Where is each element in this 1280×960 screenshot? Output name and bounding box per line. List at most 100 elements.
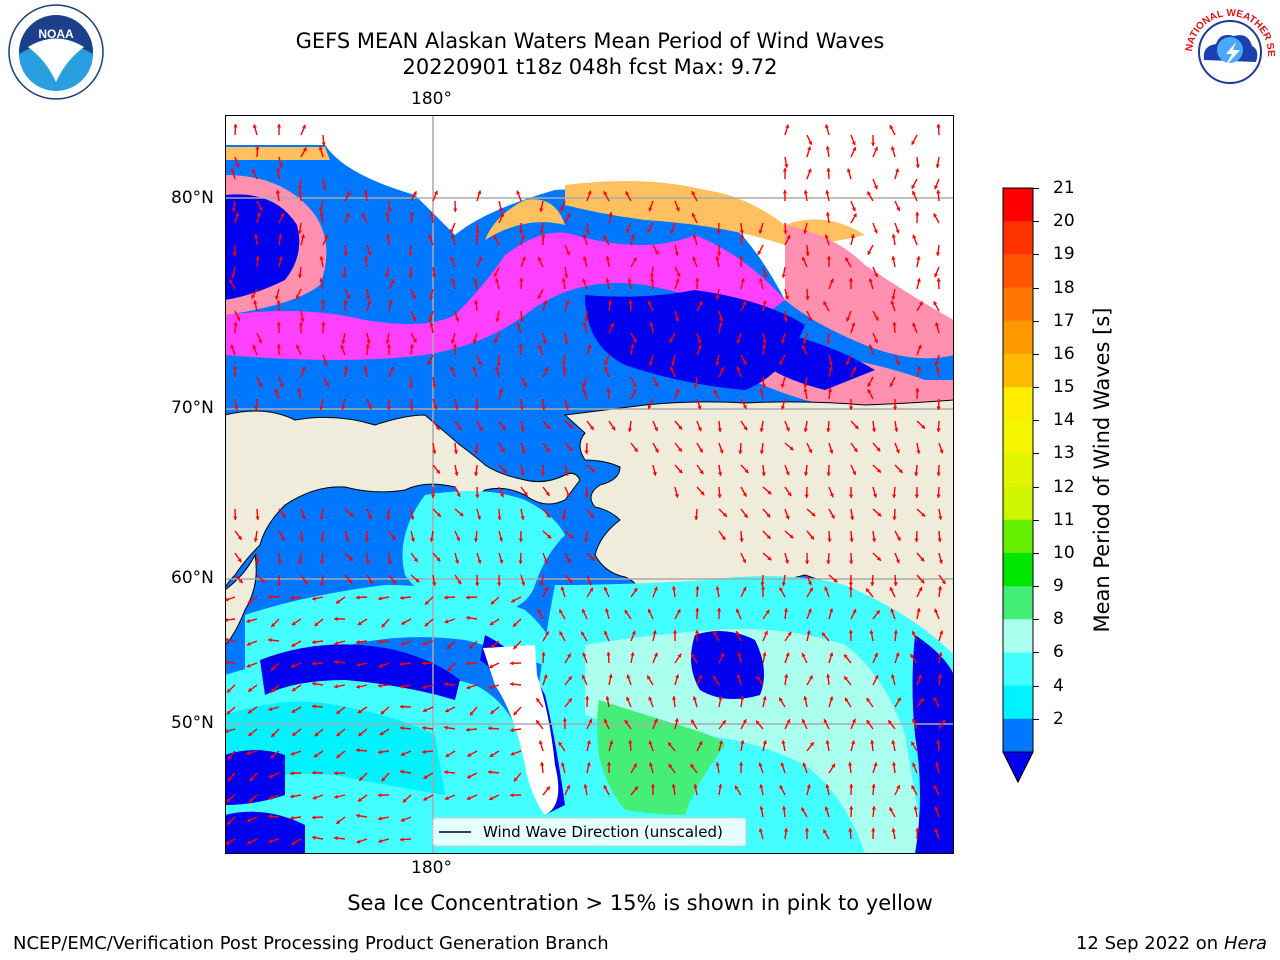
colorbar-swatch	[1003, 254, 1033, 289]
wave-arrow-head	[780, 383, 785, 388]
wave-arrow-head	[236, 316, 241, 321]
max-period-region	[597, 700, 725, 815]
wave-arrow-head	[453, 450, 458, 454]
wave-arrow-head	[254, 234, 259, 238]
wave-arrow-head	[803, 190, 808, 194]
wave-arrow-head	[654, 250, 659, 255]
wave-arrow-head	[298, 322, 304, 326]
wave-arrow-head	[381, 623, 386, 628]
colorbar-tick-label: 18	[1053, 277, 1075, 298]
wave-arrow-head	[432, 450, 437, 454]
wave-arrow-head	[937, 674, 943, 678]
wind-wave-arrows	[225, 123, 946, 846]
wave-arrow-head	[564, 405, 569, 410]
wave-arrow-head	[829, 493, 834, 498]
wave-arrow-head	[938, 652, 943, 656]
wave-arrow-head	[513, 645, 518, 649]
wave-arrow-head	[808, 449, 813, 453]
wave-arrow-head	[510, 728, 514, 733]
wave-arrow-head	[848, 630, 853, 634]
wave-arrow-head	[698, 675, 703, 679]
wave-arrow-head	[539, 208, 544, 212]
wave-arrow-head	[895, 559, 900, 564]
wave-arrow-head	[845, 257, 850, 262]
wave-arrow-head	[633, 588, 638, 592]
wave-arrow-head	[227, 777, 232, 782]
wave-arrow-head	[916, 256, 921, 260]
wave-arrow-head	[291, 643, 296, 647]
wave-arrow-head	[647, 404, 652, 409]
wave-arrow-head	[499, 493, 504, 498]
wave-arrow-head	[345, 537, 350, 542]
wave-arrow-head	[809, 587, 813, 592]
colorbar-tick-mark	[1033, 188, 1039, 189]
wave-arrow-head	[674, 493, 679, 498]
wave-arrow-head	[822, 632, 826, 637]
wave-arrow-head	[780, 405, 785, 410]
map-canvas: Wind Wave Direction (unscaled)	[225, 115, 954, 854]
wave-arrow-head	[545, 447, 550, 452]
colorbar-tick-mark	[1033, 387, 1039, 389]
wave-arrow-head	[513, 711, 518, 716]
wave-arrow-head	[249, 798, 253, 803]
wave-arrow-head	[268, 594, 272, 599]
wave-arrow-head	[298, 274, 303, 278]
wave-arrow-head	[891, 740, 896, 744]
wave-arrow-head	[626, 696, 630, 701]
wave-arrow-head	[301, 515, 306, 520]
wave-arrow-head	[566, 558, 571, 563]
lat-label-80: 80°N	[171, 188, 214, 208]
wave-arrow-head	[280, 213, 285, 218]
wave-arrow-head	[699, 470, 704, 475]
wave-arrow-head	[893, 630, 898, 634]
wave-arrow-head	[889, 125, 894, 130]
wave-arrow-head	[715, 362, 720, 366]
wave-arrow-head	[590, 556, 595, 561]
wave-arrow-head	[276, 300, 281, 304]
wave-arrow-head	[912, 322, 917, 327]
wave-arrow-head	[805, 296, 810, 300]
wave-arrow-head	[587, 581, 592, 586]
wave-arrow-head	[436, 557, 441, 562]
wave-arrow-head	[349, 512, 354, 517]
wave-arrow-head	[759, 388, 764, 392]
wave-arrow-head	[378, 793, 382, 798]
wave-arrow-head	[697, 344, 702, 349]
wave-arrow-head	[743, 426, 748, 431]
wave-arrow-head	[261, 578, 265, 583]
colorbar-tick-label: 13	[1053, 443, 1075, 464]
wave-arrow-head	[605, 696, 610, 700]
wave-arrow-head	[248, 687, 253, 692]
wave-arrow-head	[369, 580, 373, 585]
wave-arrow-head	[246, 641, 251, 646]
wave-arrow-head	[361, 213, 366, 218]
wave-arrow-head	[653, 652, 658, 657]
colorbar-tick-label: 2	[1053, 708, 1064, 729]
wave-arrow-head	[545, 631, 549, 636]
nws-logo: NATIONAL WEATHER SERVICE	[1176, 0, 1280, 106]
wave-arrow-head	[541, 234, 546, 238]
wave-arrow-head	[494, 339, 498, 344]
wave-arrow-head	[628, 300, 633, 304]
wave-arrow-head	[430, 494, 436, 498]
wave-arrow-head	[516, 322, 521, 327]
wave-arrow-head	[934, 185, 939, 190]
wave-arrow-head	[762, 300, 767, 305]
wave-arrow-head	[871, 142, 876, 146]
wave-arrow-head	[323, 361, 328, 366]
wave-arrow-head	[718, 317, 724, 322]
colorbar-swatch	[1003, 619, 1033, 653]
wave-arrow-head	[584, 538, 589, 542]
wave-arrow-head	[566, 251, 570, 256]
wave-arrow-head	[342, 274, 347, 278]
colorbar-swatch	[1003, 221, 1033, 255]
wave-arrow-head	[867, 191, 872, 196]
wave-arrow-head	[322, 186, 327, 190]
wave-arrow-head	[652, 630, 657, 635]
wave-arrow-head	[444, 796, 449, 800]
wave-arrow-head	[378, 663, 383, 668]
wave-arrow-head	[252, 124, 257, 129]
wave-arrow-head	[400, 769, 404, 774]
chart-title: GEFS MEAN Alaskan Waters Mean Period of …	[295, 29, 885, 53]
wave-arrow-head	[466, 796, 471, 800]
